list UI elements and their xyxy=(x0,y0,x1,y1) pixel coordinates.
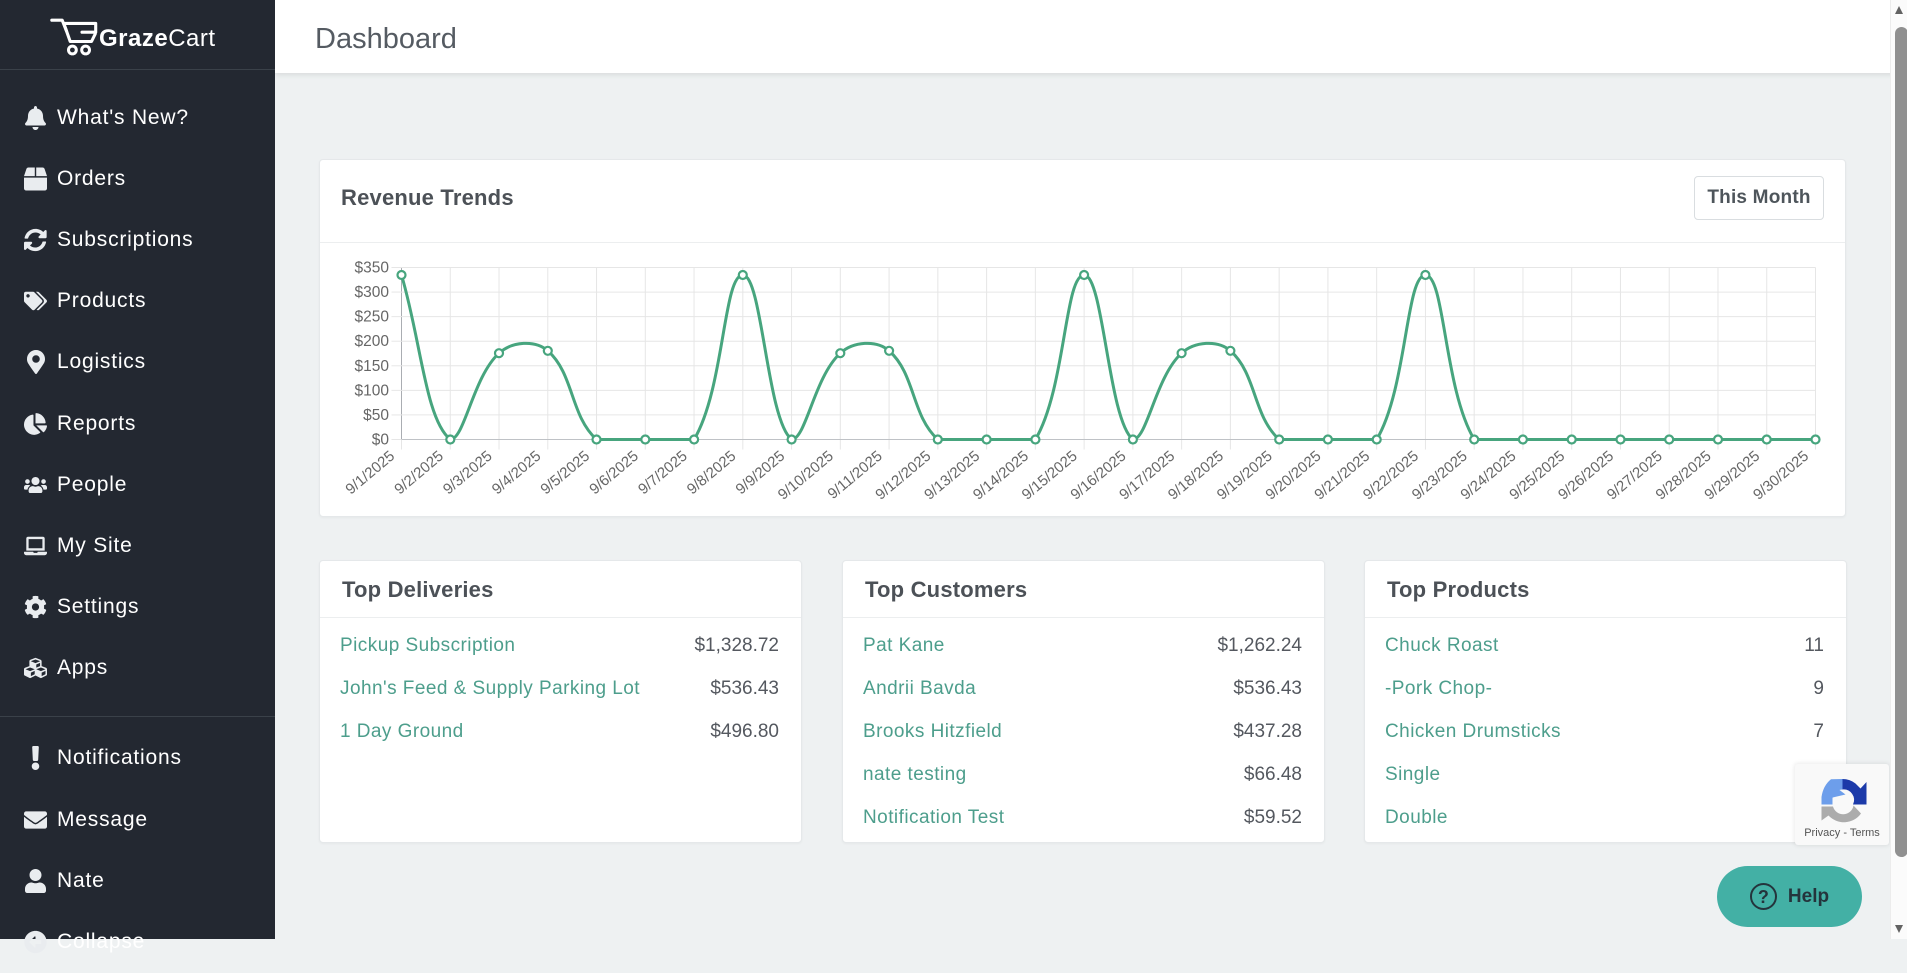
svg-text:$0: $0 xyxy=(371,432,389,449)
svg-text:$100: $100 xyxy=(354,382,389,399)
svg-text:9/5/2025: 9/5/2025 xyxy=(537,448,593,499)
svg-text:9/1/2025: 9/1/2025 xyxy=(342,448,398,499)
svg-text:9/4/2025: 9/4/2025 xyxy=(488,448,544,499)
svg-text:9/8/2025: 9/8/2025 xyxy=(683,448,739,499)
svg-text:$200: $200 xyxy=(354,333,389,350)
svg-text:$250: $250 xyxy=(354,309,389,326)
svg-text:9/6/2025: 9/6/2025 xyxy=(586,448,642,499)
svg-text:$50: $50 xyxy=(363,407,389,424)
svg-text:9/3/2025: 9/3/2025 xyxy=(439,448,495,499)
svg-text:$350: $350 xyxy=(354,260,389,277)
svg-text:$300: $300 xyxy=(354,284,389,301)
svg-text:9/2/2025: 9/2/2025 xyxy=(391,448,447,499)
svg-text:9/7/2025: 9/7/2025 xyxy=(635,448,691,499)
svg-text:$150: $150 xyxy=(354,358,389,375)
